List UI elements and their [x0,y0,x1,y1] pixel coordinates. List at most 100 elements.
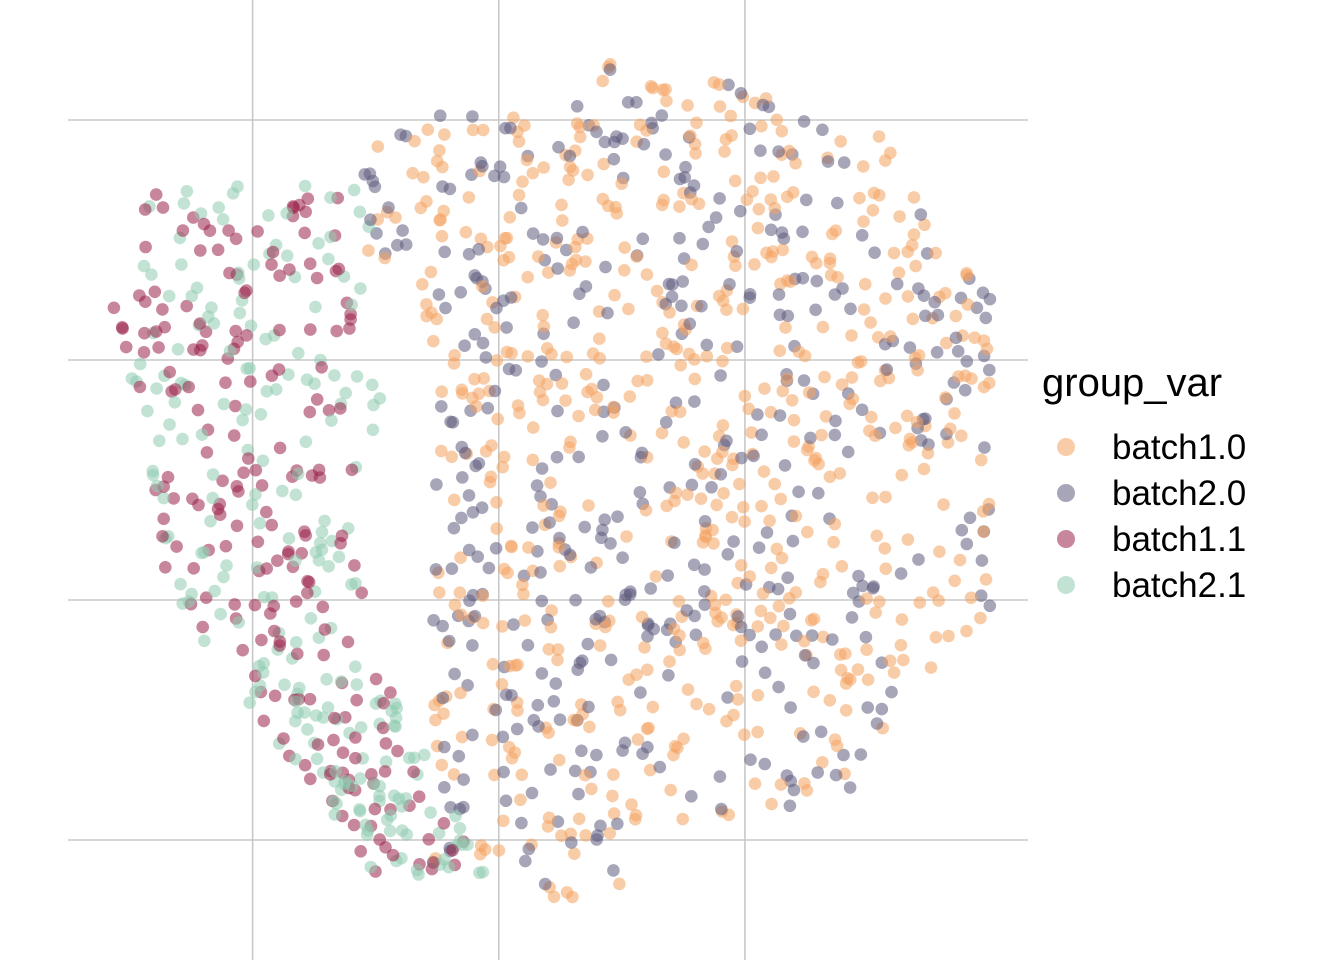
point-batch1.0 [516,175,529,188]
point-batch2.0 [867,580,880,593]
point-batch1.0 [689,147,702,160]
point-batch2.1 [253,517,267,530]
point-batch2.0 [575,744,588,758]
point-batch1.0 [814,575,827,589]
point-batch1.0 [818,370,831,384]
point-batch2.0 [755,640,768,654]
point-batch2.1 [345,298,359,312]
point-batch1.0 [707,76,721,89]
point-batch2.1 [402,751,416,765]
point-batch1.0 [774,277,787,291]
point-batch1.1 [152,341,165,354]
point-batch2.0 [797,374,811,387]
point-batch1.0 [716,445,729,459]
point-batch1.0 [909,259,922,273]
point-batch1.0 [929,246,942,260]
point-batch1.0 [673,405,687,419]
point-batch1.0 [819,410,833,423]
point-batch1.1 [273,441,287,455]
point-batch1.1 [266,245,280,259]
point-batch1.0 [608,288,621,302]
point-batch1.0 [702,702,716,716]
point-batch1.0 [659,83,672,96]
point-batch1.1 [268,689,282,703]
point-batch2.0 [496,730,510,744]
point-batch2.1 [389,711,403,724]
point-batch1.0 [497,814,510,828]
point-batch1.0 [496,460,510,474]
point-batch1.0 [599,620,612,634]
point-batch1.0 [845,371,859,384]
point-batch1.0 [435,229,449,243]
point-batch2.0 [843,781,857,794]
point-batch2.0 [572,787,585,801]
point-batch1.0 [590,391,604,404]
point-batch1.0 [736,302,750,316]
point-batch1.0 [857,303,871,316]
point-batch1.1 [368,802,382,816]
point-batch2.0 [784,701,797,714]
point-batch2.0 [457,800,470,814]
point-batch1.0 [974,611,987,625]
point-batch1.1 [222,224,235,237]
point-batch1.1 [163,365,176,379]
point-batch2.0 [644,582,657,595]
point-batch2.0 [427,614,440,627]
point-batch1.0 [640,268,654,281]
point-batch1.0 [663,306,676,319]
point-batch2.0 [828,288,842,301]
point-batch2.0 [734,87,748,100]
point-batch1.1 [216,474,229,488]
point-batch2.1 [365,378,379,392]
point-batch2.0 [634,686,647,699]
point-batch1.1 [354,845,368,858]
point-batch2.0 [611,817,624,831]
point-batch2.0 [653,760,667,774]
point-batch1.0 [696,636,710,650]
point-batch1.0 [448,349,461,362]
point-batch1.1 [272,363,286,376]
point-batch1.1 [193,317,207,330]
point-batch2.0 [734,204,747,218]
point-batch1.0 [518,614,532,627]
point-batch1.1 [237,466,250,480]
point-batch1.0 [496,620,509,633]
point-batch1.0 [512,188,526,202]
point-batch1.0 [738,728,751,741]
point-batch1.0 [536,393,550,407]
point-batch2.0 [530,479,544,492]
point-batch1.0 [542,811,556,825]
point-batch1.0 [490,496,503,509]
point-batch1.0 [901,533,915,546]
point-batch2.1 [269,383,283,396]
point-batch1.1 [310,271,324,285]
point-batch1.1 [327,733,340,747]
point-batch1.0 [438,128,451,141]
point-batch1.1 [427,856,440,869]
point-batch1.0 [834,648,847,661]
point-batch1.1 [291,647,304,661]
point-batch2.0 [567,316,580,330]
point-batch1.0 [542,726,555,739]
point-batch2.1 [195,428,209,442]
point-batch2.0 [775,226,789,239]
point-batch1.0 [492,844,506,857]
point-batch1.0 [917,462,931,476]
point-batch2.1 [214,607,227,621]
point-batch1.1 [219,376,232,390]
point-batch1.0 [879,154,892,167]
point-batch1.0 [856,160,870,173]
point-batch2.0 [764,223,778,237]
point-batch1.0 [635,610,649,624]
point-batch2.0 [550,450,564,464]
point-batch2.0 [885,685,898,699]
point-batch1.0 [866,204,880,217]
point-batch2.0 [618,736,632,750]
point-batch2.0 [589,613,602,626]
point-batch2.1 [418,748,431,762]
point-batch2.1 [141,404,154,418]
point-batch2.0 [455,511,468,525]
point-batch2.0 [780,769,794,782]
point-batch1.0 [503,211,517,224]
point-batch1.0 [774,778,788,791]
